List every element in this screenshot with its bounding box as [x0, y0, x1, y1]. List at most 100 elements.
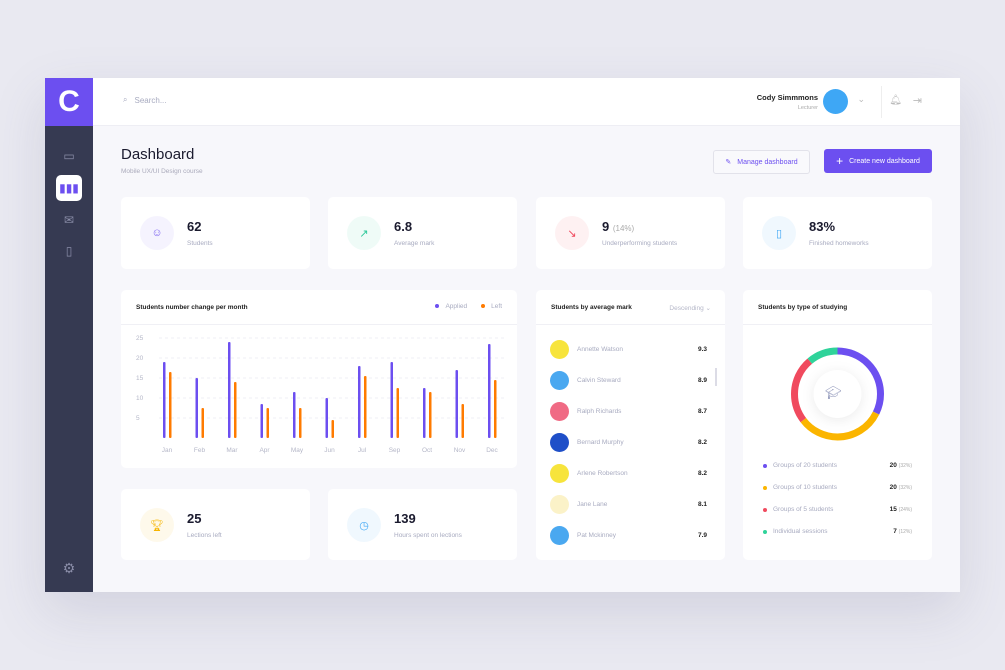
mail-icon[interactable]: ✉	[63, 213, 75, 227]
logo: C	[45, 78, 93, 126]
student-avatar	[550, 525, 569, 545]
student-avatar	[550, 401, 569, 421]
bar-applied	[488, 344, 491, 438]
search-icon: ⌕	[123, 95, 128, 104]
list-item[interactable]: Arlene Robertson 8.2	[550, 463, 707, 483]
stat-card: ◷ 139 Hours spent on lections	[328, 489, 517, 560]
bar-applied	[195, 378, 198, 438]
chevron-down-icon[interactable]: ⌄	[857, 94, 865, 104]
y-tick-label: 15	[136, 375, 144, 382]
donut-center	[813, 370, 862, 418]
app-window: C ▭ ▮▮▮ ✉ ▯ ⚙ ⌕ Search... Cody Simmmons Le…	[45, 78, 960, 592]
stat-card: ▯ 83% Finished homeworks	[743, 197, 932, 269]
bar-applied	[228, 342, 231, 438]
chevron-down-icon: ⌄	[705, 305, 711, 312]
trend-down-icon: ↘	[555, 216, 589, 250]
manage-dashboard-button[interactable]: ✎ Manage dashboard	[713, 150, 810, 174]
bar-left	[396, 388, 399, 438]
legend-left: Left	[481, 303, 502, 310]
bar-applied	[163, 362, 166, 438]
x-tick-label: Feb	[194, 447, 206, 454]
y-tick-label: 10	[136, 395, 144, 402]
average-mark-card: Students by average mark Descending ⌄ An…	[536, 290, 725, 560]
create-dashboard-button[interactable]: + Create new dashboard	[824, 149, 932, 173]
bar-left	[331, 420, 334, 438]
list-item[interactable]: Jane Lane 8.1	[550, 494, 707, 514]
donut-segment	[791, 347, 884, 441]
students-change-chart-card: Students number change per month Applied…	[121, 290, 517, 468]
list-item[interactable]: Calvin Steward 8.9	[550, 370, 707, 390]
sidebar: C ▭ ▮▮▮ ✉ ▯ ⚙	[45, 78, 93, 592]
stat-card: 🏆︎ 25 Lections left	[121, 489, 310, 560]
legend-item: Groups of 5 students 15 (24%)	[763, 506, 912, 513]
pencil-icon: ✎	[725, 159, 732, 166]
bar-chart-icon[interactable]: ▮▮▮	[56, 175, 82, 201]
x-tick-label: Sep	[389, 447, 401, 454]
x-tick-label: Oct	[422, 447, 432, 454]
legend-applied: Applied	[435, 303, 467, 310]
stat-card: ☺ 62 Students	[121, 197, 310, 269]
student-avatar	[550, 463, 569, 483]
bar-left	[169, 372, 172, 438]
bar-applied	[455, 370, 458, 438]
x-tick-label: May	[291, 447, 304, 454]
bar-left	[266, 408, 269, 438]
student-avatar	[550, 370, 569, 390]
donut-segment	[791, 347, 884, 441]
donut-chart	[791, 347, 884, 441]
list-item[interactable]: Annette Watson 9.3	[550, 339, 707, 359]
bar-left	[299, 408, 302, 438]
scrollbar[interactable]	[715, 368, 717, 386]
student-avatar	[550, 339, 569, 359]
x-tick-label: Jun	[324, 447, 335, 454]
bar-applied	[423, 388, 426, 438]
logout-icon[interactable]: ⇥	[912, 95, 922, 107]
bar-left	[461, 404, 464, 438]
y-tick-label: 5	[136, 415, 140, 422]
x-tick-label: Dec	[486, 447, 498, 454]
studying-type-card: Students by type of studying 🎓︎ Groups o…	[743, 290, 932, 560]
bar-applied	[358, 366, 361, 438]
header: ⌕ Search... Cody Simmmons Lecturer ⌄ 🔔︎ ⇥	[93, 78, 960, 126]
legend-item: Individual sessions 7 (12%)	[763, 528, 912, 535]
clock-icon: ◷	[347, 508, 381, 542]
legend-item: Groups of 10 students 20 (32%)	[763, 484, 912, 491]
folder-icon[interactable]: ▭	[63, 149, 75, 163]
search-input[interactable]: ⌕ Search...	[123, 95, 167, 105]
graduation-cap-icon: 🎓︎	[825, 385, 842, 400]
bar-left	[494, 380, 497, 438]
bar-applied	[390, 362, 393, 438]
document-icon[interactable]: ▯	[65, 244, 73, 258]
divider	[881, 86, 882, 118]
donut-segment	[791, 347, 884, 441]
bell-icon[interactable]: 🔔︎	[889, 95, 902, 106]
page-title: Dashboard	[121, 146, 195, 163]
trend-up-icon: ↗	[347, 216, 381, 250]
bar-applied	[260, 404, 263, 438]
bar-applied	[325, 398, 328, 438]
stat-card: ↗ 6.8 Average mark	[328, 197, 517, 269]
bar-left	[429, 392, 432, 438]
gear-icon[interactable]: ⚙	[62, 559, 76, 576]
x-tick-label: Mar	[226, 447, 238, 454]
student-avatar	[550, 432, 569, 452]
student-avatar	[550, 494, 569, 514]
plus-icon: +	[836, 154, 844, 168]
bar-left	[364, 376, 367, 438]
sort-dropdown[interactable]: Descending ⌄	[669, 305, 711, 312]
bar-chart: 5 10 15 20 25 Jan Feb Mar Apr May Jun Jul Sep Oct Nov D…	[136, 335, 506, 454]
stat-card: ↘ 9 (14%) Underperforming students	[536, 197, 725, 269]
x-tick-label: Jan	[162, 447, 173, 454]
x-tick-label: Apr	[259, 447, 270, 454]
user-avatar[interactable]	[823, 89, 848, 114]
book-icon: ▯	[762, 216, 796, 250]
y-tick-label: 20	[136, 355, 144, 362]
user-info[interactable]: Cody Simmmons Lecturer	[756, 93, 818, 111]
bar-left	[234, 382, 237, 438]
legend-item: Groups of 20 students 20 (32%)	[763, 462, 912, 469]
bar-left	[201, 408, 204, 438]
list-item[interactable]: Pat Mckinney 7.9	[550, 525, 707, 545]
list-item[interactable]: Ralph Richards 8.7	[550, 401, 707, 421]
bar-applied	[293, 392, 296, 438]
list-item[interactable]: Bernard Murphy 8.2	[550, 432, 707, 452]
